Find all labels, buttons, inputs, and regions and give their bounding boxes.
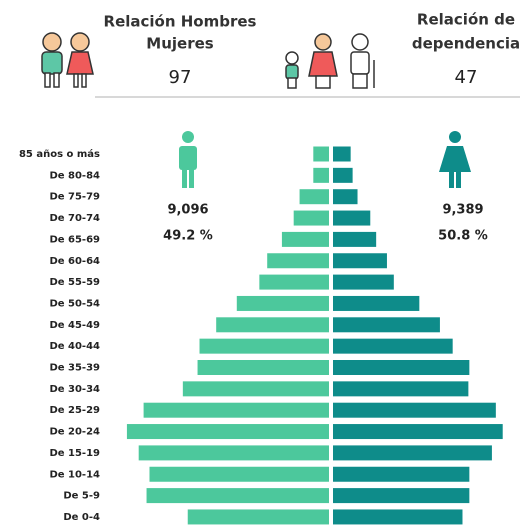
category-label: 85 años o más <box>19 148 100 160</box>
bar <box>333 381 469 397</box>
sex-ratio-title: Relación Hombres <box>104 13 257 31</box>
family-icon <box>285 33 375 89</box>
bar <box>333 445 492 461</box>
category-label: De 35-39 <box>49 363 100 374</box>
bar <box>333 402 496 418</box>
bar <box>333 189 358 205</box>
bar <box>333 167 353 183</box>
category-label: De 55-59 <box>49 277 100 288</box>
category-label: De 80-84 <box>49 170 100 181</box>
bar <box>333 424 503 440</box>
bar <box>333 146 351 162</box>
bar <box>333 466 470 482</box>
bar <box>199 338 329 354</box>
sex-ratio-value: 97 <box>169 67 192 88</box>
bar <box>333 295 420 311</box>
dependency-value: 47 <box>455 67 478 88</box>
bar <box>333 274 394 290</box>
category-label: De 10-14 <box>49 469 100 480</box>
bar <box>333 231 377 247</box>
category-label: De 5-9 <box>63 491 100 502</box>
bar <box>146 488 329 504</box>
women-count: 9,389 <box>442 203 483 218</box>
men-share: 49.2 % <box>163 229 213 244</box>
category-label: De 70-74 <box>49 213 100 224</box>
bar <box>138 445 329 461</box>
bar <box>236 295 329 311</box>
bar <box>126 424 329 440</box>
category-label: De 20-24 <box>49 427 100 438</box>
bar <box>333 360 470 375</box>
bar <box>299 189 329 205</box>
bar <box>267 253 329 269</box>
category-label: De 25-29 <box>49 405 100 416</box>
couple-icon <box>41 32 94 88</box>
women-share: 50.8 % <box>438 229 488 244</box>
bar <box>143 402 329 418</box>
bar <box>313 167 329 183</box>
category-label: De 75-79 <box>49 192 100 203</box>
dependency-title: dependencia <box>412 35 520 53</box>
bar <box>333 253 387 269</box>
category-label: De 40-44 <box>49 341 100 352</box>
bar <box>197 360 329 375</box>
bar <box>149 466 329 482</box>
category-label: De 0-4 <box>63 512 100 523</box>
category-label: De 30-34 <box>49 384 100 395</box>
bar <box>259 274 329 290</box>
category-label: De 45-49 <box>49 320 100 331</box>
bar <box>333 317 440 333</box>
man-icon <box>179 131 197 188</box>
bar <box>313 146 329 162</box>
woman-icon <box>439 131 471 188</box>
bar <box>293 210 329 226</box>
men-count: 9,096 <box>167 203 208 218</box>
bar <box>333 488 470 504</box>
sex-ratio-title: Mujeres <box>146 35 213 53</box>
category-label: De 65-69 <box>49 234 100 245</box>
bar <box>187 509 329 525</box>
category-label: De 50-54 <box>49 298 100 309</box>
bar <box>333 210 371 226</box>
category-label: De 60-64 <box>49 256 100 267</box>
bar <box>182 381 329 397</box>
bar <box>216 317 329 333</box>
bar <box>281 231 329 247</box>
category-label: De 15-19 <box>49 448 100 459</box>
bar <box>333 509 463 525</box>
bar <box>333 338 453 354</box>
dependency-title: Relación de <box>417 11 515 29</box>
